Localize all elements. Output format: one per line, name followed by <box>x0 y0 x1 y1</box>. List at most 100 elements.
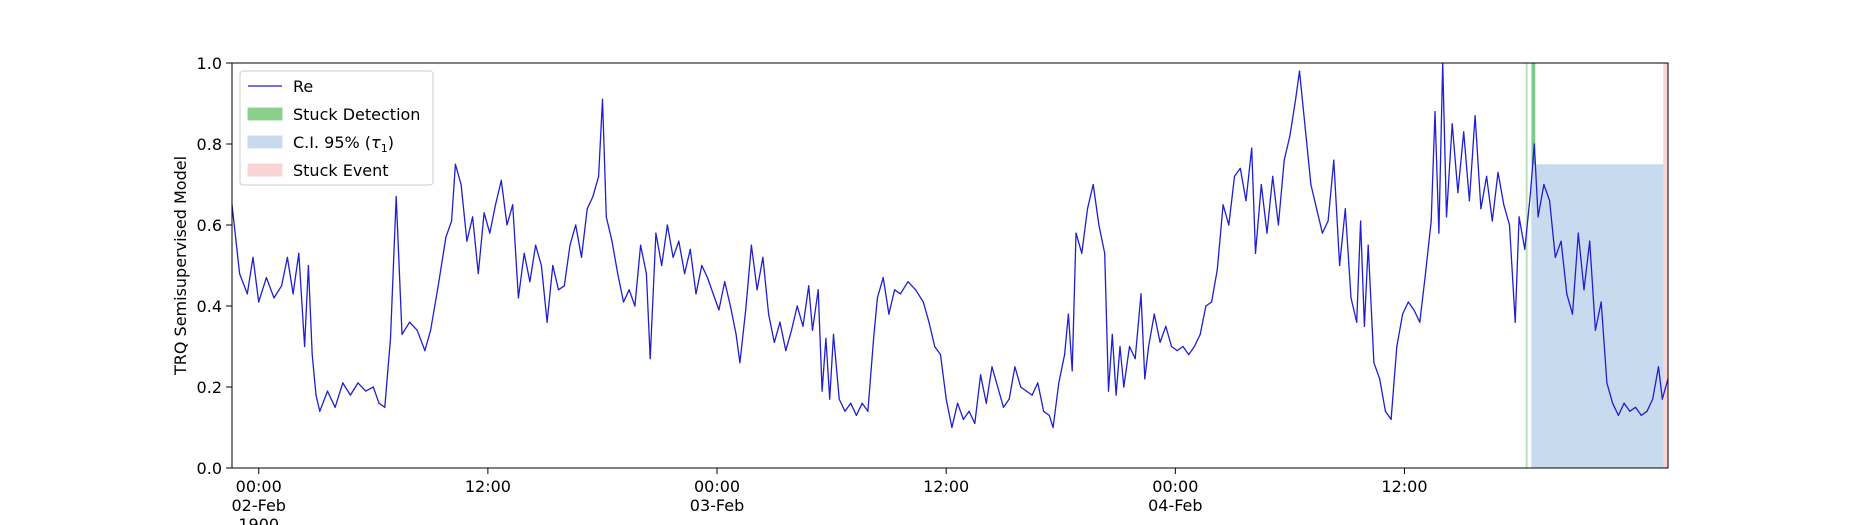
data-point <box>712 293 714 295</box>
data-point <box>1373 362 1375 364</box>
data-point <box>1025 390 1027 392</box>
data-point <box>1211 301 1213 303</box>
data-point <box>1549 200 1551 202</box>
data-point <box>724 281 726 283</box>
data-point <box>655 232 657 234</box>
data-point <box>1419 321 1421 323</box>
data-point <box>460 183 462 186</box>
data-point <box>1092 183 1094 186</box>
data-point <box>661 264 663 267</box>
data-point <box>1577 232 1579 234</box>
legend-label: Re <box>293 77 313 96</box>
data-point <box>640 244 642 246</box>
data-point <box>265 277 267 279</box>
data-point <box>1438 232 1440 234</box>
data-point <box>546 321 548 323</box>
data-point <box>575 224 577 226</box>
data-point <box>1445 216 1448 218</box>
data-point <box>1518 216 1520 218</box>
data-point <box>706 277 709 279</box>
span-detection-0 <box>1525 63 1528 468</box>
data-point <box>273 297 275 299</box>
data-point <box>483 212 485 214</box>
x-tick-label: 12:00 <box>1381 477 1427 496</box>
data-point <box>861 402 863 404</box>
data-point <box>739 362 741 364</box>
data-point <box>1182 345 1184 348</box>
data-point <box>1407 301 1409 303</box>
data-point <box>750 244 753 246</box>
data-point <box>811 329 814 331</box>
y-tick-label: 0.4 <box>197 297 222 316</box>
data-point <box>1497 171 1499 173</box>
data-point <box>756 289 758 291</box>
data-point <box>945 398 947 400</box>
series-line-0 <box>231 62 1669 429</box>
legend-label: Stuck Event <box>293 161 389 180</box>
data-point <box>1239 167 1241 169</box>
data-point <box>934 345 936 348</box>
legend-label-symbol: τ <box>371 133 381 152</box>
data-point <box>1266 232 1268 234</box>
data-point <box>1623 402 1625 404</box>
data-point <box>991 366 993 368</box>
data-point <box>873 337 875 339</box>
data-point <box>808 285 810 287</box>
data-point <box>1159 341 1161 343</box>
data-point <box>915 289 917 291</box>
data-point <box>372 386 374 388</box>
data-point <box>1657 366 1660 368</box>
data-point <box>899 293 902 295</box>
data-point <box>1529 192 1532 194</box>
data-point <box>319 410 321 412</box>
data-point <box>1640 414 1642 416</box>
x-tick-label: 02-Feb <box>231 496 285 515</box>
data-point <box>1634 406 1637 408</box>
data-point <box>311 354 313 356</box>
data-point <box>466 240 468 242</box>
span-layer <box>1525 63 1668 468</box>
data-point <box>389 337 392 339</box>
data-point <box>1463 131 1465 133</box>
data-point <box>1606 382 1608 384</box>
data-point <box>430 329 432 331</box>
data-point <box>1468 200 1470 202</box>
data-point <box>1646 410 1648 412</box>
data-point <box>867 410 869 412</box>
data-point <box>563 285 565 287</box>
data-point <box>512 204 514 206</box>
data-point <box>1360 220 1362 222</box>
data-point <box>506 224 508 226</box>
data-point <box>611 240 613 242</box>
data-point <box>850 402 852 404</box>
data-point <box>357 382 359 384</box>
data-point <box>817 289 819 291</box>
data-point <box>1153 313 1155 315</box>
x-tick-label: 00:00 <box>236 477 282 496</box>
data-point <box>1424 273 1427 275</box>
data-point <box>1298 70 1301 72</box>
data-point <box>580 256 583 258</box>
data-point <box>489 232 491 234</box>
data-point <box>821 390 823 392</box>
axes-frame <box>231 62 1669 469</box>
span-event-3 <box>1663 63 1668 468</box>
data-point <box>1661 398 1663 400</box>
data-point <box>1396 345 1398 348</box>
data-point <box>334 406 336 408</box>
data-point <box>1111 333 1113 335</box>
data-point <box>1260 183 1262 186</box>
x-tick-label: 03-Feb <box>690 496 744 515</box>
data-point <box>252 256 254 258</box>
data-point <box>1363 325 1365 327</box>
data-point <box>1612 402 1614 404</box>
data-point <box>307 264 309 267</box>
data-point <box>1402 313 1404 315</box>
data-point <box>445 236 447 238</box>
data-point <box>395 196 397 198</box>
data-point <box>1216 269 1218 271</box>
data-point <box>592 196 594 198</box>
x-tick-label: 04-Feb <box>1148 496 1202 515</box>
data-point <box>1457 192 1459 194</box>
data-point <box>922 301 924 303</box>
